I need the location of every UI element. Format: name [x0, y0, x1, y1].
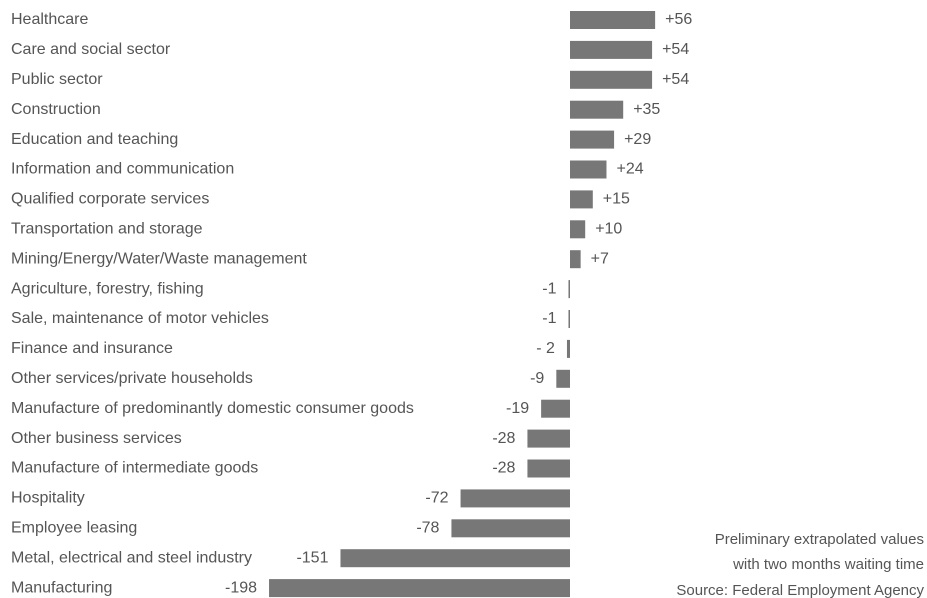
category-label: Finance and insurance — [11, 340, 173, 357]
note: Preliminary extrapolated values — [715, 531, 924, 548]
bar — [527, 429, 570, 448]
value-label: +10 — [595, 221, 622, 238]
source: Source: Federal Employment Agency — [676, 582, 924, 598]
value-label: +15 — [603, 191, 630, 208]
category-label: Mining/Energy/Water/Waste management — [11, 250, 307, 267]
bar — [570, 70, 653, 89]
bar — [570, 190, 593, 209]
bar — [451, 519, 570, 538]
bar — [460, 489, 570, 508]
category-label: Healthcare — [11, 11, 88, 28]
category-label: Construction — [11, 101, 101, 118]
category-label: Employee leasing — [11, 520, 137, 537]
value-label: -78 — [416, 520, 439, 537]
bar — [541, 399, 570, 418]
category-label: Care and social sector — [11, 41, 171, 58]
bar — [570, 40, 653, 59]
category-label: Other business services — [11, 430, 182, 447]
bar — [340, 549, 570, 568]
value-label: -151 — [296, 549, 328, 566]
bar — [527, 459, 570, 478]
value-label: +24 — [616, 161, 643, 178]
bar — [570, 160, 607, 179]
value-label: -72 — [425, 490, 448, 507]
bar — [570, 250, 581, 269]
category-label: Manufacture of predominantly domestic co… — [11, 400, 414, 417]
category-label: Manufacturing — [11, 579, 112, 596]
note: with two months waiting time — [732, 556, 924, 573]
value-label: +54 — [662, 41, 689, 58]
category-label: Manufacture of intermediate goods — [11, 460, 258, 477]
value-label: +56 — [665, 11, 692, 28]
category-label: Information and communication — [11, 161, 234, 178]
bar — [568, 310, 570, 328]
category-label: Public sector — [11, 71, 103, 88]
bar — [570, 220, 586, 239]
value-label: - 2 — [536, 340, 555, 357]
bar — [570, 100, 624, 119]
value-label: -19 — [506, 400, 529, 417]
value-label: -28 — [492, 460, 515, 477]
category-label: Education and teaching — [11, 131, 178, 148]
value-label: -1 — [542, 280, 556, 297]
category-label: Transportation and storage — [11, 221, 203, 238]
bar — [566, 339, 570, 358]
category-label: Agriculture, forestry, fishing — [11, 280, 204, 297]
category-label: Metal, electrical and steel industry — [11, 549, 252, 566]
category-label: Hospitality — [11, 490, 85, 507]
value-label: +29 — [624, 131, 651, 148]
category-label: Qualified corporate services — [11, 191, 209, 208]
value-label: -198 — [225, 579, 257, 596]
bar — [570, 130, 615, 149]
bar — [269, 579, 570, 598]
value-label: +7 — [591, 250, 609, 267]
value-label: -9 — [530, 370, 544, 387]
value-label: -28 — [492, 430, 515, 447]
category-label: Other services/private households — [11, 370, 253, 387]
bar — [556, 369, 570, 388]
bar — [570, 11, 656, 29]
category-label: Sale, maintenance of motor vehicles — [11, 310, 269, 327]
bar — [568, 280, 570, 299]
value-label: +35 — [633, 101, 660, 118]
value-label: -1 — [542, 310, 556, 327]
value-label: +54 — [662, 71, 689, 88]
